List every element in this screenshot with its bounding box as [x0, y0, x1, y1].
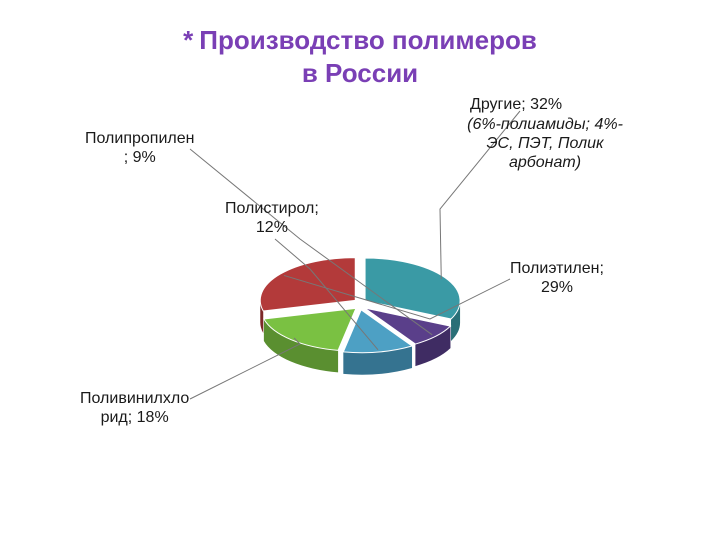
label-pvc: Поливинилхло рид; 18%: [80, 389, 189, 427]
slice-top-polyethylene: [260, 258, 355, 311]
label-other: Другие; 32%: [470, 95, 562, 114]
label-polyethylene: Полиэтилен; 29%: [510, 259, 604, 297]
title-line-2: в России: [302, 58, 418, 88]
label-other-sub: (6%-полиамиды; 4%- ЭС, ПЭТ, Полик арбона…: [455, 115, 635, 173]
label-polystyrene: Полистирол; 12%: [225, 199, 319, 237]
title-line-1: Производство полимеров: [199, 25, 537, 55]
label-polypropylene: Полипропилен ; 9%: [85, 129, 194, 167]
title-asterisk: *: [183, 25, 193, 55]
slice-top-other: [365, 258, 460, 319]
pie-chart: Другие; 32% (6%-полиамиды; 4%- ЭС, ПЭТ, …: [0, 89, 720, 509]
page-title: *Производство полимеров в России: [0, 0, 720, 89]
